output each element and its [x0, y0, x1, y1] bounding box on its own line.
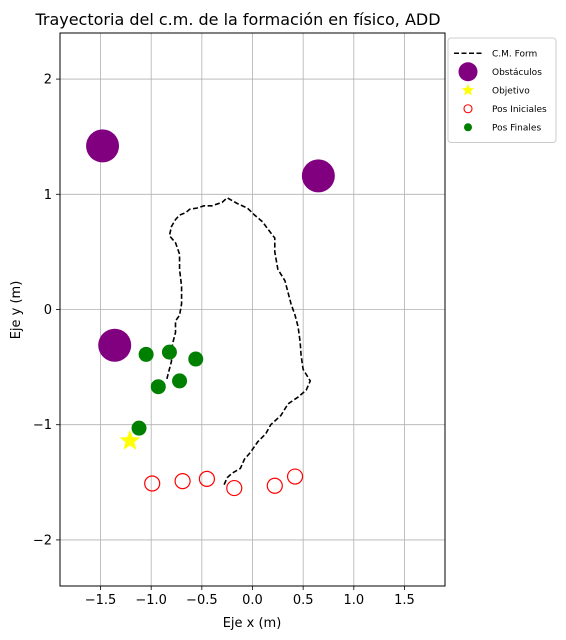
y-tick-label: 2 [44, 73, 52, 88]
y-tick-label: 0 [44, 303, 52, 318]
ticks: −1.5 −1.0 −0.5 0.0 0.5 1.0 1.5 −2 −1 0 1 2 [33, 73, 415, 608]
series-filled-circle-small [131, 344, 204, 436]
legend: C.M. Form Obstáculos Objetivo Pos Iniciales… [447, 37, 557, 143]
x-tick-label: 0.5 [293, 593, 314, 608]
y-tick-label: −1 [33, 418, 52, 433]
legend-item: Obstáculos [458, 62, 542, 82]
series-filled-circle [86, 129, 335, 362]
final-position-point [138, 346, 154, 362]
legend-label: C.M. Form [492, 49, 537, 59]
target-point [119, 429, 141, 450]
legend-marker [461, 83, 475, 96]
legend-label: Pos Finales [492, 123, 541, 133]
legend-item: Pos Finales [464, 123, 541, 133]
y-tick-label: 1 [44, 188, 52, 203]
legend-item: Pos Iniciales [463, 104, 547, 115]
x-tick-label: 1.5 [394, 593, 415, 608]
x-tick-label: −1.5 [85, 593, 117, 608]
final-position-point [161, 344, 177, 360]
y-tick-label: −2 [33, 533, 52, 548]
series-layer [86, 129, 335, 497]
initial-position-point [266, 477, 283, 494]
legend-marker [463, 104, 473, 114]
legend-marker [464, 123, 472, 132]
legend-label: Objetivo [492, 86, 530, 96]
obstacle-point [98, 328, 132, 362]
initial-position-point [144, 475, 161, 492]
legend-item: C.M. Form [454, 49, 537, 59]
y-axis-label: Eje y (m) [9, 281, 24, 340]
x-tick-label: −1.0 [135, 593, 167, 608]
series-hollow-circle [144, 468, 304, 497]
obstacle-point [301, 159, 335, 193]
legend-label: Obstáculos [492, 68, 542, 78]
final-position-point [172, 373, 188, 389]
initial-position-point [198, 470, 216, 487]
obstacle-point [86, 129, 120, 163]
legend-item: Objetivo [461, 83, 530, 96]
x-axis-label: Eje x (m) [223, 616, 282, 631]
x-tick-label: 1.0 [343, 593, 364, 608]
x-tick-label: −0.5 [186, 593, 218, 608]
series-star [119, 429, 141, 450]
legend-label: Pos Iniciales [492, 105, 547, 115]
grid [60, 33, 445, 586]
final-position-point [188, 351, 204, 367]
initial-position-point [226, 479, 243, 497]
legend-marker [458, 62, 478, 82]
final-position-point [131, 420, 147, 436]
x-tick-label: 0.0 [242, 593, 263, 608]
trajectory-line [165, 196, 312, 485]
final-position-point [150, 379, 166, 395]
initial-position-point [174, 473, 191, 490]
chart-title: Trayectoria del c.m. de la formación en … [34, 10, 440, 29]
series-dashed-line [165, 196, 312, 485]
legend-box [447, 37, 557, 143]
initial-position-point [286, 468, 304, 485]
